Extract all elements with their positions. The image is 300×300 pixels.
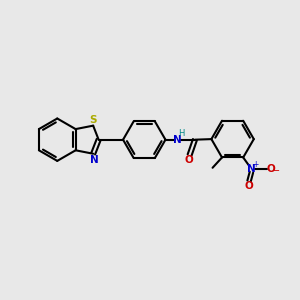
- Text: O: O: [245, 181, 254, 191]
- Text: O: O: [266, 164, 275, 174]
- Text: +: +: [252, 160, 259, 169]
- Text: N: N: [90, 154, 99, 165]
- Text: H: H: [178, 129, 184, 138]
- Text: N: N: [173, 135, 182, 145]
- Text: N: N: [247, 164, 256, 174]
- Text: O: O: [184, 155, 194, 165]
- Text: −: −: [272, 166, 280, 176]
- Text: S: S: [89, 116, 97, 125]
